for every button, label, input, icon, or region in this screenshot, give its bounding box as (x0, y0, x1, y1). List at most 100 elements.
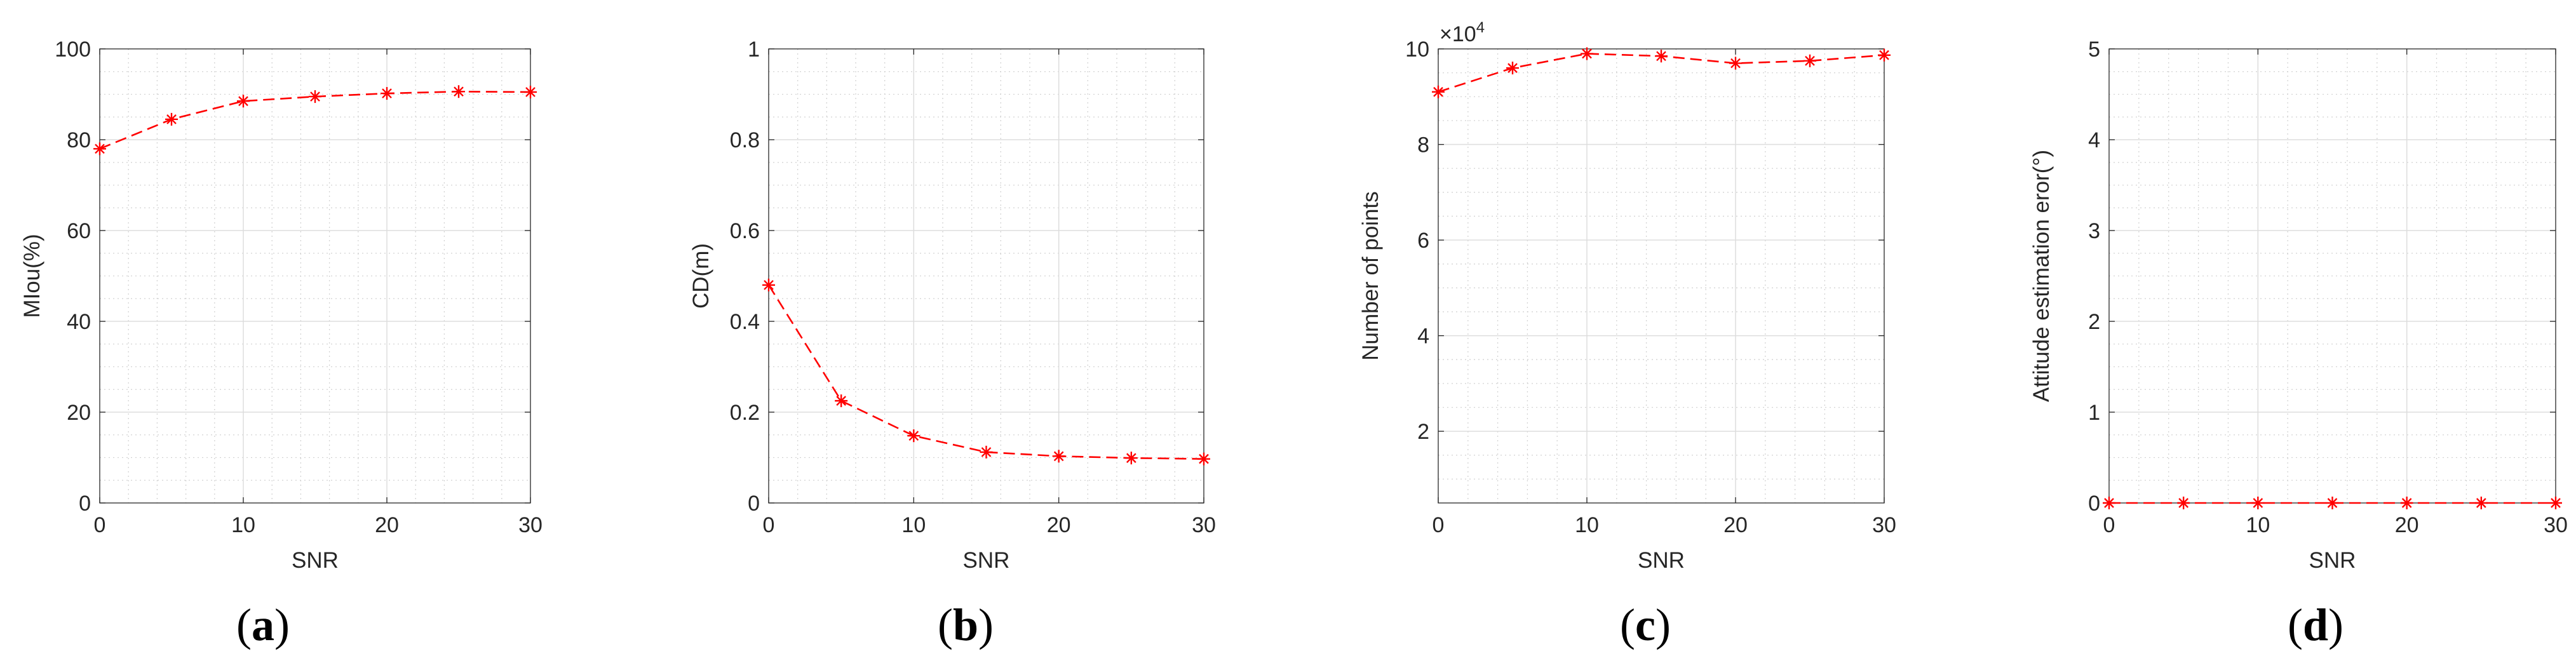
data-point-d (2549, 497, 2562, 509)
marker-stroke (1126, 453, 1136, 464)
panel-label-letter: a (252, 599, 274, 650)
data-point-d (2400, 497, 2413, 509)
y-axis-label: MIou(%) (20, 234, 44, 318)
y-tick-label: 2 (2088, 310, 2100, 334)
marker-stroke (525, 87, 536, 97)
y-tick-label: 0.6 (730, 219, 760, 243)
grid-c (1438, 49, 1884, 503)
panel-label-close: ) (2328, 599, 2343, 650)
data-point-c (1506, 62, 1519, 75)
axes-frame-b (768, 48, 1204, 504)
marker-stroke (1053, 451, 1064, 462)
data-point-c (1655, 50, 1668, 63)
y-tick-label: 0.2 (730, 401, 760, 425)
marker-stroke (1582, 48, 1592, 59)
panel-label-open: ( (938, 599, 953, 650)
y-tick-label: 20 (67, 401, 91, 425)
data-point-c (1729, 57, 1742, 70)
data-point-d (2326, 497, 2339, 509)
panel-label-close: ) (1656, 599, 1671, 650)
x-axis-label: SNR (292, 548, 339, 573)
marker-stroke (95, 144, 105, 154)
marker-stroke (908, 431, 919, 441)
panel-label-close: ) (978, 599, 994, 650)
data-point-a (309, 90, 321, 104)
x-tick-label: 0 (2103, 513, 2115, 537)
y-tick-label: 4 (2088, 128, 2100, 152)
data-point-d (2474, 497, 2488, 509)
marker-stroke (2327, 498, 2338, 508)
data-point-d (2251, 497, 2265, 509)
data-point-a (452, 85, 465, 98)
panel-b: 0 10 20 30 0 0.2 0.4 0.6 0.8 1 SNR CD(m) (b) (689, 37, 1216, 650)
x-tick-label: 20 (1047, 513, 1071, 537)
panel-label-open: ( (236, 599, 252, 650)
marker-stroke (764, 279, 774, 290)
data-point-b (1124, 452, 1138, 465)
y-tick-label: 100 (55, 37, 91, 62)
data-point-b (835, 394, 848, 408)
data-point-c (1878, 48, 1891, 62)
marker-stroke (1656, 51, 1666, 62)
data-point-a (165, 112, 178, 126)
y-tick-label: 3 (2088, 219, 2100, 243)
marker-stroke (166, 114, 177, 124)
y-tick-label: 1 (748, 37, 760, 62)
y-tick-label: 6 (1417, 229, 1429, 253)
y-tick-label: 60 (67, 219, 91, 243)
panel-label-letter: c (1635, 599, 1656, 650)
x-tick-label: 10 (2246, 513, 2270, 537)
x-tick-label: 20 (375, 513, 399, 537)
x-tick-label: 30 (2544, 513, 2568, 537)
axes-frame-c (1438, 48, 1885, 504)
y-tick-label: 4 (1417, 325, 1429, 349)
panel-label-d: (d) (2288, 599, 2343, 650)
marker-stroke (310, 91, 320, 102)
marker-stroke (836, 396, 847, 406)
data-point-a (381, 87, 393, 100)
data-point-b (762, 278, 775, 291)
y-tick-label: 2 (1417, 420, 1429, 444)
x-tick-label: 30 (1872, 513, 1896, 537)
axes-frame-a (99, 48, 531, 504)
panel-label-close: ) (274, 599, 290, 650)
data-point-c (1432, 85, 1445, 98)
y-tick-label: 10 (1405, 37, 1429, 62)
grid-b (769, 49, 1204, 503)
panel-label-b: (b) (938, 599, 994, 650)
axis-exponent-label: ×104 (1440, 19, 1485, 46)
marker-stroke (2178, 498, 2189, 508)
marker-stroke (1433, 86, 1443, 97)
x-tick-label: 20 (1723, 513, 1748, 537)
data-point-d (2103, 497, 2115, 509)
x-axis-label: SNR (1638, 548, 1685, 573)
data-point-c (1581, 47, 1593, 60)
y-tick-label: 8 (1417, 133, 1429, 157)
marker-stroke (2253, 498, 2263, 508)
x-tick-label: 20 (2395, 513, 2419, 537)
x-axis-label: SNR (2309, 548, 2356, 573)
panel-label-a: (a) (236, 599, 290, 650)
y-tick-label: 0.8 (730, 128, 760, 152)
y-axis-label: CD(m) (689, 243, 713, 309)
y-tick-label: 0.4 (730, 310, 760, 334)
panel-label-letter: d (2303, 599, 2328, 650)
y-tick-label: 0 (2088, 492, 2100, 516)
data-point-b (1197, 452, 1210, 465)
marker-stroke (1805, 55, 1815, 66)
x-axis-label: SNR (963, 548, 1010, 573)
marker-stroke (1199, 453, 1209, 464)
y-axis-label: Number of points (1358, 191, 1383, 361)
marker-stroke (981, 447, 992, 457)
marker-stroke (238, 96, 248, 107)
data-point-b (1052, 450, 1065, 463)
marker-stroke (1507, 63, 1518, 73)
data-point-b (907, 429, 920, 443)
grid-a (100, 49, 530, 503)
data-point-a (237, 95, 250, 108)
marker-stroke (2551, 498, 2561, 508)
x-tick-label: 10 (1575, 513, 1599, 537)
